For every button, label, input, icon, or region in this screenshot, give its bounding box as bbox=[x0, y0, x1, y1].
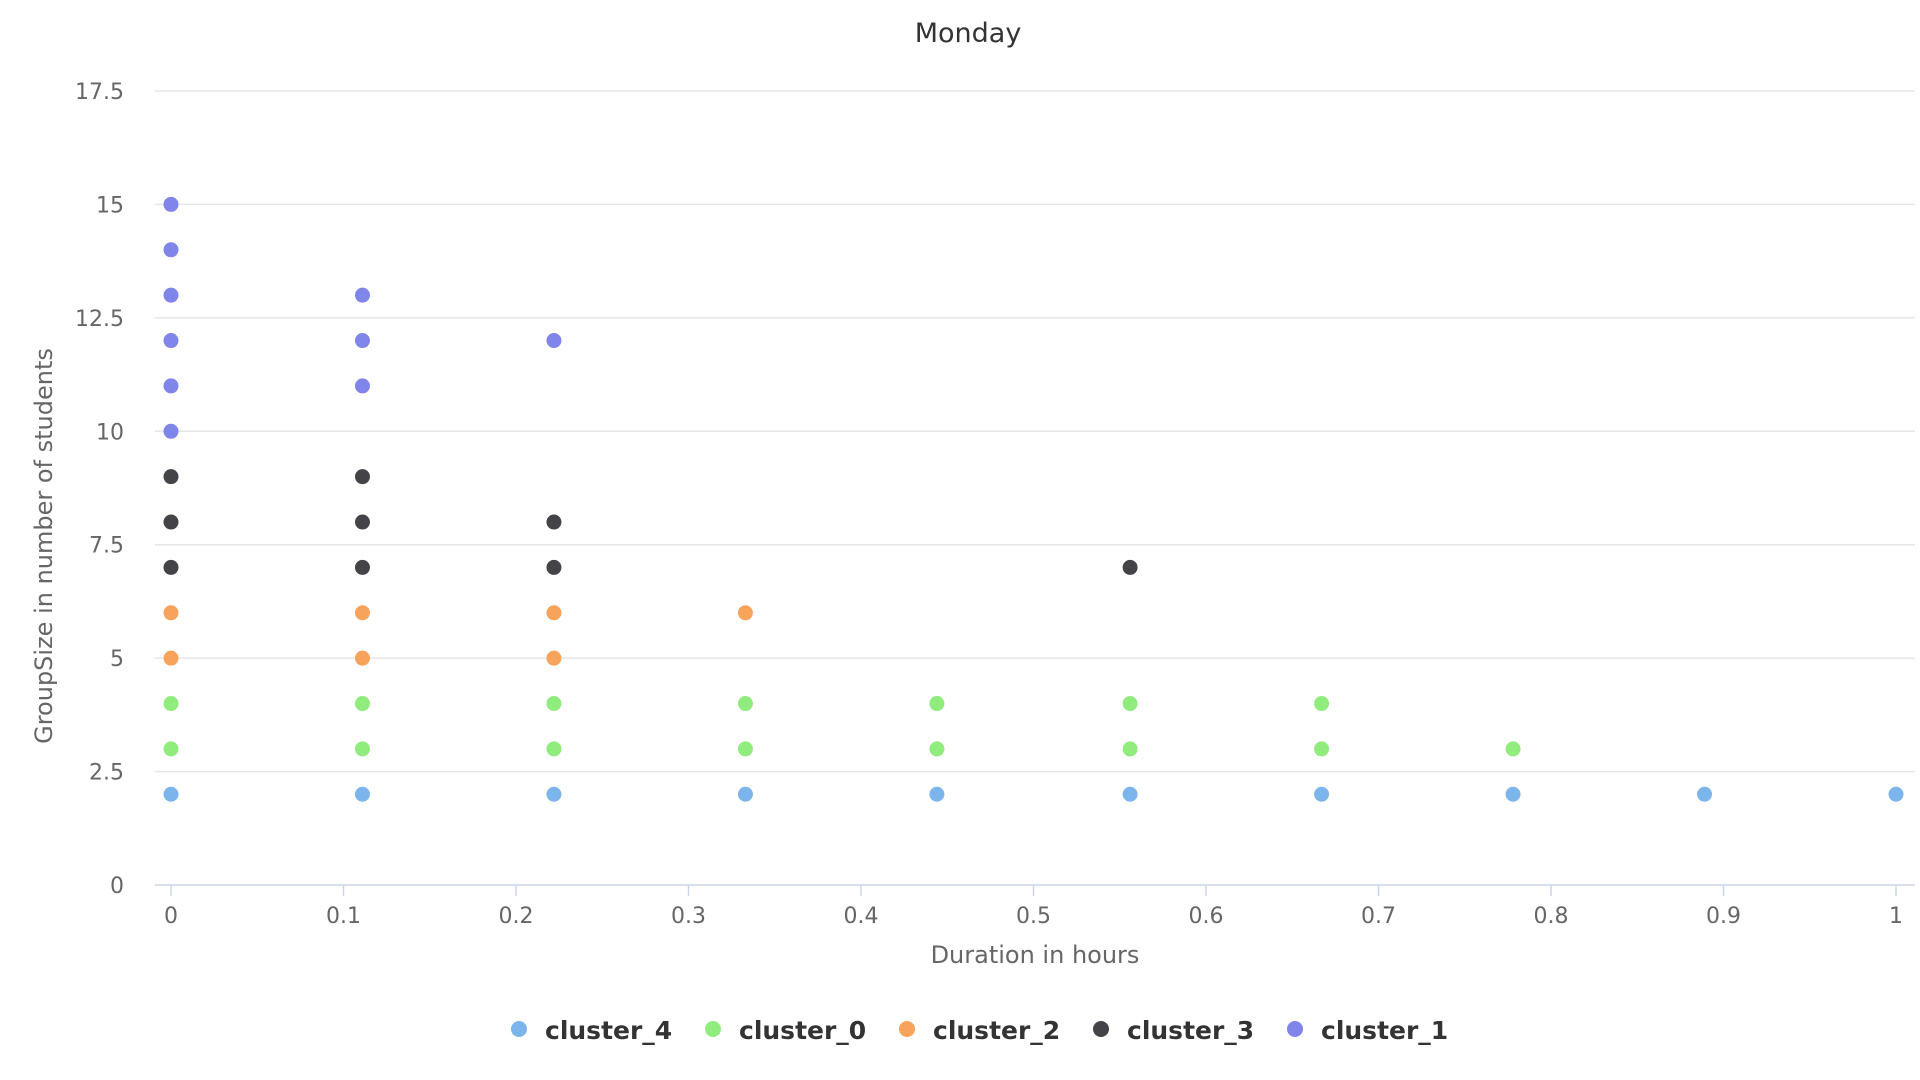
series-cluster-3 bbox=[163, 469, 1138, 575]
data-point[interactable] bbox=[163, 287, 179, 303]
data-point[interactable] bbox=[354, 514, 370, 530]
x-axis-title: Duration in hours bbox=[931, 941, 1140, 969]
data-point[interactable] bbox=[163, 741, 179, 757]
grid-lines bbox=[155, 90, 1915, 773]
data-point[interactable] bbox=[1122, 786, 1138, 802]
data-point[interactable] bbox=[354, 650, 370, 666]
data-point[interactable] bbox=[1314, 786, 1330, 802]
legend-marker bbox=[705, 1021, 721, 1037]
chart-title: Monday bbox=[915, 18, 1022, 49]
data-point[interactable] bbox=[737, 605, 753, 621]
y-tick-label: 10 bbox=[96, 420, 124, 445]
data-point[interactable] bbox=[929, 741, 945, 757]
data-point[interactable] bbox=[163, 333, 179, 349]
y-tick-label: 7.5 bbox=[89, 534, 124, 559]
x-tick-label: 0 bbox=[164, 904, 178, 929]
data-point[interactable] bbox=[163, 650, 179, 666]
data-point[interactable] bbox=[929, 786, 945, 802]
legend-item-cluster-4[interactable]: cluster_4 bbox=[511, 1016, 672, 1045]
data-point[interactable] bbox=[163, 696, 179, 712]
data-point[interactable] bbox=[1697, 786, 1713, 802]
data-point[interactable] bbox=[929, 696, 945, 712]
data-point[interactable] bbox=[546, 514, 562, 530]
x-tick-label: 0.5 bbox=[1016, 904, 1051, 929]
x-tick-label: 0.1 bbox=[326, 904, 361, 929]
x-tick-label: 0.9 bbox=[1706, 904, 1741, 929]
data-point[interactable] bbox=[1505, 741, 1521, 757]
data-point[interactable] bbox=[354, 378, 370, 394]
series-cluster-2 bbox=[163, 605, 753, 666]
data-point[interactable] bbox=[737, 786, 753, 802]
y-tick-label: 15 bbox=[96, 193, 124, 218]
data-point[interactable] bbox=[354, 287, 370, 303]
data-point[interactable] bbox=[1314, 696, 1330, 712]
data-points bbox=[163, 196, 1904, 802]
data-point[interactable] bbox=[546, 605, 562, 621]
data-point[interactable] bbox=[163, 786, 179, 802]
x-tick-label: 1 bbox=[1889, 904, 1903, 929]
x-tick-label: 0.3 bbox=[671, 904, 706, 929]
data-point[interactable] bbox=[354, 469, 370, 485]
data-point[interactable] bbox=[354, 786, 370, 802]
data-point[interactable] bbox=[737, 741, 753, 757]
data-point[interactable] bbox=[163, 469, 179, 485]
data-point[interactable] bbox=[163, 196, 179, 212]
x-tick-label: 0.4 bbox=[844, 904, 879, 929]
legend-label: cluster_0 bbox=[739, 1016, 866, 1045]
series-cluster-1 bbox=[163, 196, 562, 439]
data-point[interactable] bbox=[354, 741, 370, 757]
data-point[interactable] bbox=[354, 333, 370, 349]
data-point[interactable] bbox=[546, 650, 562, 666]
legend-label: cluster_3 bbox=[1127, 1016, 1254, 1045]
data-point[interactable] bbox=[546, 696, 562, 712]
y-tick-label: 2.5 bbox=[89, 761, 124, 786]
y-axis-title: GroupSize in number of students bbox=[30, 348, 58, 744]
data-point[interactable] bbox=[737, 696, 753, 712]
data-point[interactable] bbox=[354, 605, 370, 621]
data-point[interactable] bbox=[1314, 741, 1330, 757]
data-point[interactable] bbox=[546, 559, 562, 575]
data-point[interactable] bbox=[546, 741, 562, 757]
y-tick-label: 12.5 bbox=[75, 307, 124, 332]
y-tick-label: 0 bbox=[110, 874, 124, 899]
data-point[interactable] bbox=[354, 559, 370, 575]
data-point[interactable] bbox=[1122, 559, 1138, 575]
data-point[interactable] bbox=[163, 242, 179, 258]
data-point[interactable] bbox=[163, 514, 179, 530]
data-point[interactable] bbox=[1122, 696, 1138, 712]
series-cluster-4 bbox=[163, 786, 1904, 802]
series-cluster-0 bbox=[163, 696, 1521, 757]
data-point[interactable] bbox=[163, 605, 179, 621]
x-tick-label: 0.7 bbox=[1361, 904, 1396, 929]
y-tick-label: 17.5 bbox=[75, 80, 124, 105]
data-point[interactable] bbox=[546, 786, 562, 802]
data-point[interactable] bbox=[1505, 786, 1521, 802]
data-point[interactable] bbox=[163, 559, 179, 575]
legend-item-cluster-2[interactable]: cluster_2 bbox=[899, 1016, 1060, 1045]
legend-marker bbox=[1287, 1021, 1303, 1037]
legend-marker bbox=[899, 1021, 915, 1037]
x-tick-label: 0.2 bbox=[499, 904, 534, 929]
y-tick-label: 5 bbox=[110, 647, 124, 672]
x-tick-label: 0.6 bbox=[1189, 904, 1224, 929]
data-point[interactable] bbox=[354, 696, 370, 712]
legend-item-cluster-0[interactable]: cluster_0 bbox=[705, 1016, 866, 1045]
legend-label: cluster_1 bbox=[1321, 1016, 1448, 1045]
legend-marker bbox=[1093, 1021, 1109, 1037]
axes: 0 2.5 5 7.5 10 12.5 15 17.5 0 0.1 0.2 0.3 0.4 0.5 0.6 0… bbox=[75, 80, 1915, 929]
legend-item-cluster-1[interactable]: cluster_1 bbox=[1287, 1016, 1448, 1045]
legend-label: cluster_2 bbox=[933, 1016, 1060, 1045]
legend-item-cluster-3[interactable]: cluster_3 bbox=[1093, 1016, 1254, 1045]
data-point[interactable] bbox=[546, 333, 562, 349]
legend-marker bbox=[511, 1021, 527, 1037]
data-point[interactable] bbox=[1888, 786, 1904, 802]
data-point[interactable] bbox=[163, 423, 179, 439]
data-point[interactable] bbox=[163, 378, 179, 394]
legend-label: cluster_4 bbox=[545, 1016, 672, 1045]
data-point[interactable] bbox=[1122, 741, 1138, 757]
x-tick-label: 0.8 bbox=[1534, 904, 1569, 929]
legend: cluster_4 cluster_0 cluster_2 cluster_3 clus… bbox=[511, 1016, 1448, 1045]
